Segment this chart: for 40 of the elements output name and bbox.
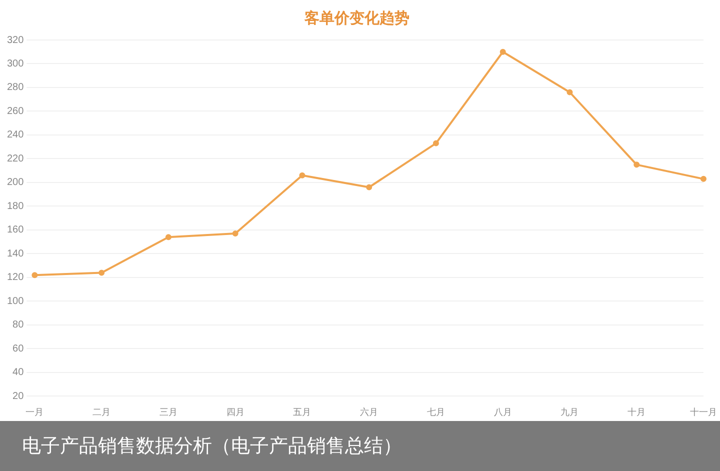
y-tick-label: 100 [6, 296, 24, 307]
y-tick-label: 300 [6, 58, 24, 70]
x-tick-label: 三月 [159, 407, 178, 418]
y-tick-label: 160 [6, 224, 24, 236]
y-tick-label: 60 [12, 343, 24, 354]
point [165, 234, 172, 240]
y-tick-label: 280 [6, 82, 24, 94]
x-tick-label: 四月 [226, 407, 244, 418]
y-tick-label: 200 [6, 177, 24, 188]
y-tick-label: 40 [12, 367, 24, 378]
y-tick-label: 260 [6, 106, 24, 117]
x-tick-label: 六月 [360, 407, 378, 418]
point [98, 270, 105, 276]
y-tick-label: 320 [6, 34, 24, 46]
point [299, 172, 306, 178]
point [500, 48, 506, 55]
y-tick-label: 180 [6, 200, 24, 212]
point [366, 184, 372, 190]
x-tick-label: 八月 [494, 407, 512, 418]
x-tick-label: 一月 [26, 407, 44, 418]
x-tick-label: 十一月 [690, 407, 717, 418]
point [566, 89, 573, 96]
point [232, 230, 238, 237]
y-tick-label: 240 [6, 130, 24, 141]
y-tick-label: 220 [6, 153, 24, 164]
chart-title: 客单价变化趋势 [304, 9, 410, 28]
point [634, 162, 640, 168]
point [32, 272, 38, 278]
point [432, 140, 439, 146]
y-tick-label: 140 [6, 248, 24, 260]
x-tick-label: 二月 [92, 407, 111, 418]
x-tick-label: 七月 [426, 407, 445, 418]
x-tick-label: 九月 [560, 407, 579, 418]
y-tick-label: 20 [12, 390, 24, 402]
y-tick-label: 120 [6, 272, 24, 284]
point [700, 176, 706, 182]
x-tick-label: 五月 [293, 407, 312, 418]
y-tick-label: 80 [12, 320, 24, 331]
text: 电子产品销售数据分析（电子产品销售总结） [0, 421, 720, 471]
x-tick-label: 十月 [628, 407, 646, 418]
